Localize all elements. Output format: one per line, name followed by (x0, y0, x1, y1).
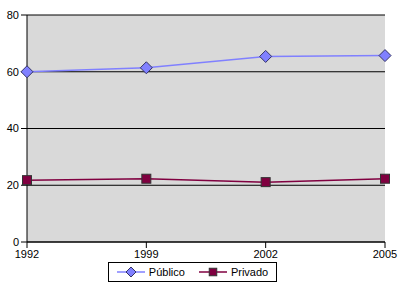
svg-text:60: 60 (8, 66, 19, 78)
svg-text:1992: 1992 (15, 248, 39, 260)
svg-text:20: 20 (8, 179, 19, 191)
svg-text:40: 40 (8, 122, 19, 134)
svg-text:2002: 2002 (253, 248, 277, 260)
svg-text:80: 80 (8, 9, 19, 21)
html-text:Público: Público (148, 266, 185, 278)
svg-text:1999: 1999 (134, 248, 158, 260)
svg-text:0: 0 (13, 236, 19, 248)
html-text:Privado: Privado (230, 266, 269, 278)
svg-text:2005: 2005 (373, 248, 392, 260)
